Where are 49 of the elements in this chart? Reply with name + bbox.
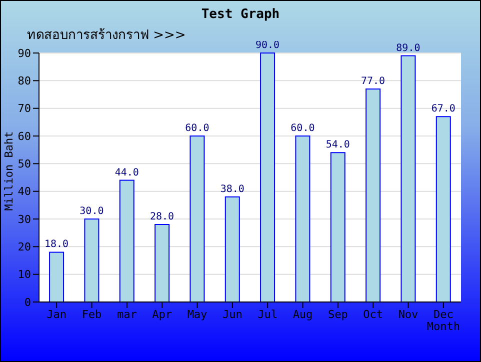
y-tick-label: 10 [18, 268, 31, 282]
bar [84, 218, 100, 302]
data-label: 54.0 [326, 140, 350, 151]
data-label: 38.0 [220, 184, 244, 195]
x-tick-label: Aug [292, 308, 313, 321]
data-label: 44.0 [114, 167, 139, 178]
data-label: 18.0 [44, 239, 69, 250]
y-axis-title: Million Baht [2, 131, 16, 211]
x-tick-label: Jun [222, 308, 242, 321]
data-label: 67.0 [431, 104, 456, 115]
data-label: 28.0 [150, 212, 174, 223]
x-tick-label: Oct [363, 308, 384, 321]
chart-title: Test Graph [200, 7, 281, 22]
bar [154, 224, 170, 302]
bar [190, 136, 205, 302]
y-tick-label: 0 [24, 296, 31, 309]
y-tick-label: 20 [18, 240, 31, 254]
x-tick-label: Apr [152, 308, 172, 321]
data-label: 30.0 [80, 206, 104, 217]
bar [400, 55, 416, 302]
y-tick-label: 40 [18, 185, 31, 198]
x-tick-label: Feb [82, 308, 102, 321]
y-tick-label: 30 [18, 212, 31, 226]
bar [330, 152, 346, 302]
x-tick-label: Jul [258, 308, 278, 321]
x-tick-label: May [187, 308, 208, 321]
bar [436, 116, 451, 302]
chart-subtitle: ทดสอบการสร้างกราฟ >>> [27, 27, 186, 45]
bar [49, 252, 64, 302]
bar [224, 196, 240, 302]
bar [260, 52, 276, 302]
x-tick-label: Sep [328, 308, 348, 321]
data-label: 60.0 [290, 123, 315, 134]
x-tick-label: Jan [46, 308, 67, 321]
data-label: 77.0 [361, 76, 386, 87]
bar [295, 136, 310, 302]
x-tick-label: Nov [398, 308, 419, 321]
x-axis-title: Month [426, 320, 460, 333]
y-tick-label: 50 [18, 158, 31, 171]
bar [366, 88, 381, 302]
y-tick-label: 60 [18, 130, 31, 143]
y-tick-label: 90 [18, 46, 31, 60]
x-tick-label: mar [116, 308, 138, 321]
x-tick-label: Dec [433, 308, 454, 321]
data-label: 60.0 [185, 123, 210, 134]
bar [119, 180, 134, 302]
y-tick-label: 80 [18, 74, 31, 88]
data-label: 89.0 [396, 42, 420, 54]
y-tick-label: 70 [18, 102, 31, 116]
